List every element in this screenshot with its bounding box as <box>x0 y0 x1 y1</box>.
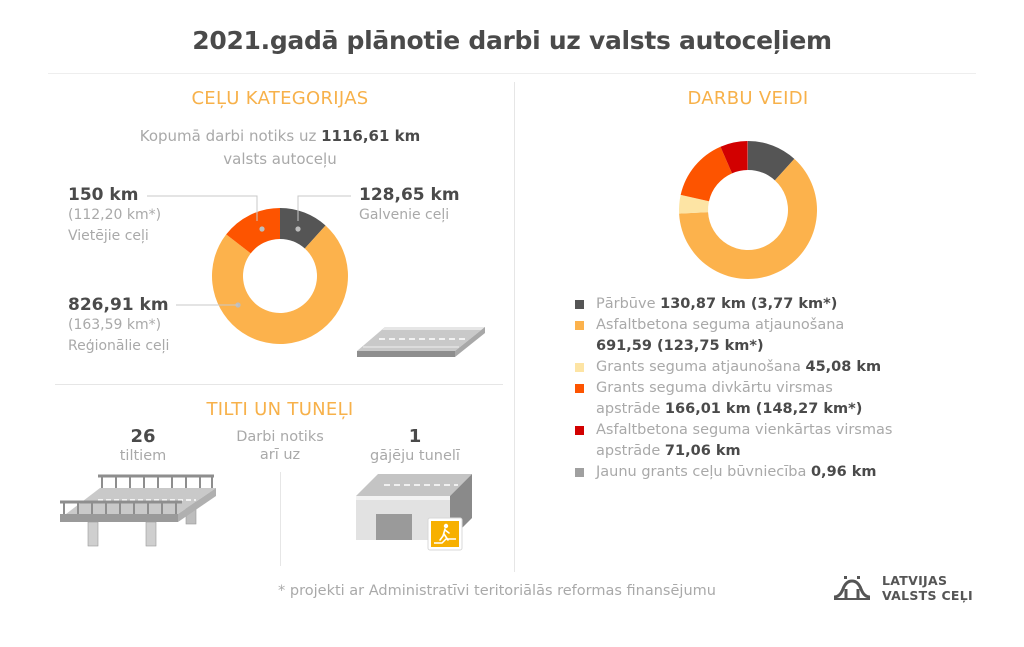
leader-dot-regionalie <box>235 302 241 308</box>
legend-value: 0,96 km <box>810 464 877 480</box>
legend-label: Jaunu grants ceļu būvniecība <box>596 464 807 480</box>
legend-label: Pārbūve <box>596 296 656 312</box>
column-divider <box>514 82 515 572</box>
title-divider <box>48 73 976 74</box>
bridges-label: tiltiem <box>119 448 167 464</box>
galvenie-name: Galvenie ceļi <box>359 207 450 223</box>
summary-suffix: valsts autoceļu <box>223 150 337 168</box>
road-categories-heading: CEĻU KATEGORIJAS <box>191 88 369 109</box>
legend-label: Grants seguma divkārtu virsmas apstrāde <box>596 380 833 417</box>
regionalie-name: Reģionālie ceļi <box>68 338 170 354</box>
logo-mark-icon <box>833 576 871 600</box>
legend-item-parbuve: Pārbūve 130,87 km (3,77 km*) <box>575 294 955 315</box>
leader-dot-galvenie <box>295 226 301 232</box>
work-types-heading: DARBU VEIDI <box>687 88 809 109</box>
legend-swatch <box>575 300 584 309</box>
middle-line2: arī uz <box>259 447 301 463</box>
legend-item-vienkartas: Asfaltbetona seguma vienkārtas virsmas a… <box>575 420 895 462</box>
logo: LATVIJAS VALSTS CEĻI <box>832 573 973 603</box>
tunnel-count: 1 <box>408 426 422 447</box>
summary-value: 1116,61 km <box>321 127 421 145</box>
logo-line2: VALSTS CEĻI <box>882 588 973 603</box>
donut-slice-grants-atjaunosana <box>679 194 709 214</box>
donut-slice-divkartu <box>680 146 733 202</box>
legend-value: 166,01 km (148,27 km*) <box>664 401 863 417</box>
label-galvenie: 128,65 km Galvenie ceļi <box>359 185 460 226</box>
legend-value: 130,87 km (3,77 km*) <box>660 296 838 312</box>
donut-slice-regionalie <box>211 225 348 345</box>
legend-label: Asfaltbetona seguma vienkārtas virsmas a… <box>596 422 893 459</box>
logo-line1: LATVIJAS <box>882 573 948 588</box>
tunnel-label: gājēju tunelī <box>370 448 460 464</box>
legend-swatch <box>575 321 584 330</box>
road-icon <box>357 327 485 357</box>
vietejie-name: Vietējie ceļi <box>68 228 149 244</box>
legend-value: 691,59 (123,75 km*) <box>596 338 764 354</box>
legend-label: Asfaltbetona seguma atjaunošana <box>596 317 845 333</box>
regionalie-value: 826,91 km <box>68 295 169 315</box>
middle-line1: Darbi notiks <box>236 429 324 445</box>
label-vietejie: 150 km (112,20 km*) Vietējie ceļi <box>68 185 161 247</box>
legend-swatch <box>575 468 584 477</box>
legend-value: 71,06 km <box>664 443 741 459</box>
bridges-divider <box>280 472 281 566</box>
work-types-donut <box>679 140 818 279</box>
bridges-count: 26 <box>130 426 156 447</box>
logo-text: LATVIJAS VALSTS CEĻI <box>882 573 973 603</box>
page-title: 2021.gadā plānotie darbi uz valsts autoc… <box>192 26 832 55</box>
bridges-stat: 26 tiltiem <box>98 426 188 465</box>
total-summary: Kopumā darbi notiks uz 1116,61 km valsts… <box>100 125 460 171</box>
legend-swatch <box>575 426 584 435</box>
legend-item-jaunu: Jaunu grants ceļu būvniecība 0,96 km <box>575 462 955 483</box>
donut-slice-vienkartas <box>720 141 748 174</box>
galvenie-value: 128,65 km <box>359 185 460 205</box>
legend-swatch <box>575 363 584 372</box>
donut-slice-parbuve <box>748 141 795 181</box>
section-divider <box>55 384 503 385</box>
leader-dot-vietejie <box>259 226 265 232</box>
legend-item-divkartu: Grants seguma divkārtu virsmas apstrāde … <box>575 378 895 420</box>
legend-swatch <box>575 384 584 393</box>
legend-item-asfaltbetona-atjaunosana: Asfaltbetona seguma atjaunošana 691,59 (1… <box>575 315 955 357</box>
label-regionalie: 826,91 km (163,59 km*) Reģionālie ceļi <box>68 295 169 357</box>
works-middle-text: Darbi notiks arī uz <box>220 428 340 464</box>
legend-label: Grants seguma atjaunošana <box>596 359 801 375</box>
vietejie-note: (112,20 km*) <box>68 207 162 223</box>
footnote: * projekti ar Administratīvi teritoriālā… <box>278 583 716 599</box>
bridges-tunnels-heading: TILTI UN TUNEĻI <box>206 399 354 420</box>
regionalie-note: (163,59 km*) <box>68 317 162 333</box>
work-types-legend: Pārbūve 130,87 km (3,77 km*) Asfaltbeton… <box>575 294 955 483</box>
legend-item-grants-atjaunosana: Grants seguma atjaunošana 45,08 km <box>575 357 955 378</box>
pedestrian-tunnel-icon <box>356 474 472 551</box>
road-categories-donut <box>211 208 348 345</box>
donut-slice-vietejie <box>226 208 280 254</box>
donut-slice-asfaltbetona-atjaunosana <box>679 158 818 279</box>
vietejie-value: 150 km <box>68 185 139 205</box>
tunnel-stat: 1 gājēju tunelī <box>355 426 475 465</box>
legend-value: 45,08 km <box>805 359 882 375</box>
bridge-icon <box>60 474 216 547</box>
summary-prefix: Kopumā darbi notiks uz <box>139 127 317 145</box>
